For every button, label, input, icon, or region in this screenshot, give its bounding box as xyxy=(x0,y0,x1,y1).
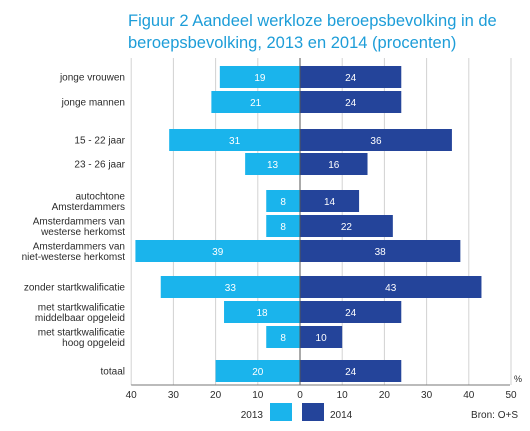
bar-2014 xyxy=(300,129,452,151)
x-tick-label: 10 xyxy=(337,390,349,401)
chart-title-line-2: beroepsbevolking, 2013 en 2014 (procente… xyxy=(128,34,457,52)
x-tick-label: 0 xyxy=(297,390,303,401)
data-label-2013: 8 xyxy=(280,333,286,344)
bar-2013 xyxy=(266,215,300,237)
category-label: Amsterdammers xyxy=(52,202,125,213)
category-label: jonge mannen xyxy=(61,98,125,109)
data-label-2013: 8 xyxy=(280,222,286,233)
category-label: zonder startkwalificatie xyxy=(24,283,126,294)
legend-swatch-2014 xyxy=(302,403,324,421)
bar-2013 xyxy=(245,153,300,175)
bar-2014 xyxy=(300,91,402,113)
data-label-2013: 20 xyxy=(252,367,264,378)
data-label-2014: 22 xyxy=(341,222,353,233)
bar-2014 xyxy=(300,240,461,262)
bar-2013 xyxy=(211,91,300,113)
data-label-2013: 33 xyxy=(225,283,237,294)
data-label-2014: 24 xyxy=(345,98,357,109)
data-label-2013: 39 xyxy=(212,247,224,258)
category-label: met startkwalificatie xyxy=(38,327,126,338)
source-note: Bron: O+S xyxy=(471,410,518,421)
category-label: niet-westerse herkomst xyxy=(22,252,126,263)
data-label-2014: 36 xyxy=(370,136,382,147)
bar-2013 xyxy=(135,240,300,262)
bar-2013 xyxy=(266,190,300,212)
bar-2014 xyxy=(300,190,360,212)
category-label: 23 - 26 jaar xyxy=(74,160,125,171)
data-label-2014: 10 xyxy=(316,333,328,344)
legend-label-2013: 2013 xyxy=(241,410,264,421)
data-label-2013: 21 xyxy=(250,98,262,109)
data-label-2013: 13 xyxy=(267,160,279,171)
data-label-2013: 19 xyxy=(254,73,266,84)
category-label: Amsterdammers van xyxy=(33,216,125,227)
x-axis-unit: % xyxy=(514,374,522,384)
category-label: hoog opgeleid xyxy=(62,338,125,349)
bar-2014 xyxy=(300,276,482,298)
x-tick-label: 40 xyxy=(463,390,475,401)
category-label: middelbaar opgeleid xyxy=(35,313,125,324)
data-label-2014: 16 xyxy=(328,160,340,171)
data-label-2014: 43 xyxy=(385,283,397,294)
x-tick-label: 30 xyxy=(168,390,180,401)
bar-2014 xyxy=(300,215,393,237)
data-label-2014: 14 xyxy=(324,197,336,208)
x-tick-label: 50 xyxy=(505,390,517,401)
data-label-2013: 8 xyxy=(280,197,286,208)
category-label: Amsterdammers van xyxy=(33,241,125,252)
x-tick-label: 40 xyxy=(126,390,138,401)
data-label-2013: 31 xyxy=(229,136,241,147)
category-label: autochtone xyxy=(76,191,126,202)
chart-title-line-1: Figuur 2 Aandeel werkloze beroepsbevolki… xyxy=(128,12,497,30)
bar-2013 xyxy=(215,360,300,382)
data-label-2014: 24 xyxy=(345,73,357,84)
data-label-2014: 38 xyxy=(375,247,387,258)
category-label: totaal xyxy=(101,367,125,378)
bar-2013 xyxy=(266,326,300,348)
category-label: met startkwalificatie xyxy=(38,302,126,313)
x-tick-label: 20 xyxy=(379,390,391,401)
bar-2013 xyxy=(224,301,300,323)
legend-swatch-2013 xyxy=(270,403,292,421)
x-tick-label: 10 xyxy=(252,390,264,401)
data-label-2013: 18 xyxy=(256,308,268,319)
bar-2014 xyxy=(300,360,402,382)
category-label: westerse herkomst xyxy=(40,227,125,238)
bar-2014 xyxy=(300,301,402,323)
category-label: jonge vrouwen xyxy=(59,73,125,84)
x-tick-label: 20 xyxy=(210,390,222,401)
bar-2013 xyxy=(219,66,300,88)
bar-2013 xyxy=(160,276,300,298)
data-label-2014: 24 xyxy=(345,308,357,319)
bar-2014 xyxy=(300,326,343,348)
category-label: 15 - 22 jaar xyxy=(74,136,125,147)
legend-label-2014: 2014 xyxy=(330,410,353,421)
chart-title: Figuur 2 Aandeel werkloze beroepsbevolki… xyxy=(128,10,524,54)
data-label-2014: 24 xyxy=(345,367,357,378)
bar-2014 xyxy=(300,66,402,88)
bar-2014 xyxy=(300,153,368,175)
x-tick-label: 30 xyxy=(421,390,433,401)
bar-2013 xyxy=(169,129,300,151)
